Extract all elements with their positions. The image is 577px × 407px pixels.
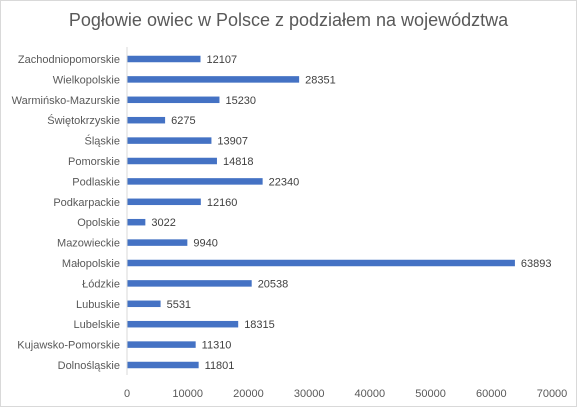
x-tick-label: 60000 [476,388,507,400]
bar [127,259,515,267]
bar [127,76,300,83]
category-label: Śląskie [85,135,120,148]
category-label: Łódzkie [82,278,120,290]
value-label: 6275 [171,115,195,127]
x-tick-label: 30000 [294,388,325,400]
bar [127,361,199,369]
bar [127,55,201,63]
bar [127,218,146,226]
value-label: 22340 [269,176,300,188]
bar [127,116,166,124]
x-tick-label: 0 [124,388,130,400]
x-tick-label: 50000 [415,388,446,400]
bar [127,320,239,328]
value-labels-layer: 11801 11310 18315 5531 20538 63893 9940 3022 121… [151,54,551,372]
x-tick-label: 20000 [233,388,264,400]
category-label: Świętokrzyskie [47,114,120,127]
category-label: Podkarpackie [53,197,120,209]
category-label: Podlaskie [72,176,120,188]
value-label: 63893 [521,258,552,270]
category-label: Dolnośląskie [58,360,120,372]
value-label: 5531 [167,299,191,311]
chart-title: Pogłowie owiec w Polsce z podziałem na w… [68,10,509,30]
value-label: 15230 [225,95,256,107]
value-label: 12107 [207,54,238,66]
bars-layer [127,55,515,369]
category-label: Lubelskie [74,319,120,331]
value-label: 9940 [193,238,217,250]
category-label: Pomorskie [68,156,120,168]
value-label: 18315 [244,319,275,331]
bar [127,96,220,104]
value-label: 3022 [151,217,175,229]
value-label: 11310 [202,340,232,352]
category-labels-layer: Dolnośląskie Kujawsko-Pomorskie Lubelskie L… [12,54,120,372]
category-label: Warmińsko-Mazurskie [12,95,120,107]
bar [127,157,217,165]
value-label: 28351 [305,74,336,86]
x-tick-label: 70000 [537,388,568,400]
bar [127,198,201,206]
bar [127,178,263,185]
bar [127,300,161,308]
bar [127,239,188,246]
bar [127,341,196,348]
x-tick-label: 10000 [172,388,203,400]
bar [127,137,212,144]
value-label: 20538 [258,278,289,290]
value-label: 13907 [217,136,248,148]
value-label: 11801 [205,360,235,372]
category-label: Lubuskie [76,299,120,311]
value-label: 14818 [223,156,254,168]
category-label: Kujawsko-Pomorskie [17,340,120,352]
category-label: Mazowieckie [57,238,120,250]
category-label: Wielkopolskie [53,74,120,86]
category-label: Małopolskie [62,258,120,270]
category-label: Opolskie [77,217,120,229]
value-label: 12160 [207,197,238,209]
x-tick-label: 40000 [355,388,386,400]
bar [127,280,252,287]
category-label: Zachodniopomorskie [18,54,120,66]
x-axis: 0 10000 20000 30000 40000 50000 60000 70000 [124,47,567,400]
